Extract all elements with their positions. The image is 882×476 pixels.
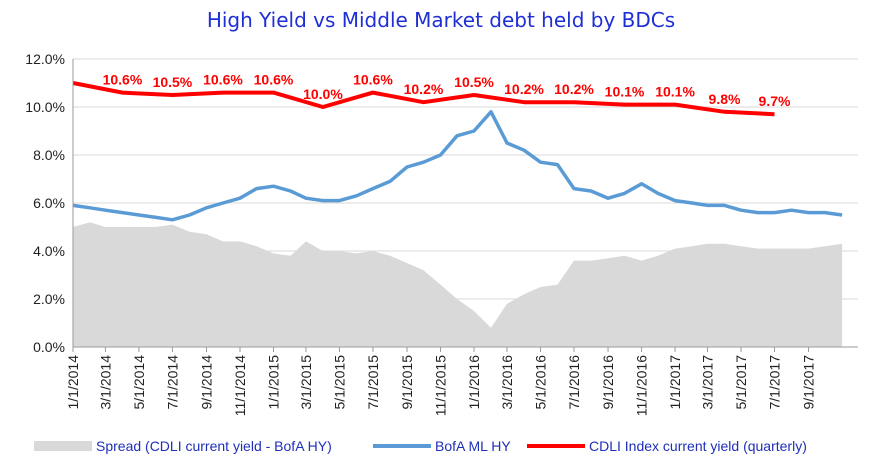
cdli-data-label: 10.6% xyxy=(254,72,294,88)
cdli-data-label: 10.5% xyxy=(153,74,193,90)
y-tick-label: 12.0% xyxy=(25,51,65,67)
data-labels: 10.6% 10.5% 10.6% 10.6% 10.0% 10.6% 10.2% 10.5%… xyxy=(103,72,791,110)
spread-area-series xyxy=(73,222,843,347)
x-tick-label: 1/1/2017 xyxy=(667,355,683,410)
x-tick-label: 3/1/2017 xyxy=(699,355,715,410)
y-tick-label: 4.0% xyxy=(33,243,65,259)
legend: Spread (CDLI current yield - BofA HY) Bof… xyxy=(34,438,807,454)
x-tick-label: 11/1/2016 xyxy=(634,355,650,416)
y-tick-label: 0.0% xyxy=(33,339,65,355)
legend-cdli-label: CDLI Index current yield (quarterly) xyxy=(589,438,807,454)
x-tick-label: 7/1/2014 xyxy=(164,355,180,410)
x-tick-label: 9/1/2014 xyxy=(198,355,214,410)
y-tick-label: 10.0% xyxy=(25,99,65,115)
cdli-yield-line xyxy=(72,81,775,117)
x-tick-label: 1/1/2016 xyxy=(466,355,482,410)
cdli-data-label: 10.1% xyxy=(605,84,645,100)
axes: 0.0% 2.0% 4.0% 6.0% 8.0% 10.0% 12.0% 1/1/2014 3/… xyxy=(25,51,858,416)
bofa-hy-line xyxy=(72,110,843,222)
legend-spread-swatch xyxy=(34,441,92,451)
x-tick-label: 7/1/2015 xyxy=(365,355,381,410)
cdli-data-label: 10.6% xyxy=(203,72,243,88)
x-tick-label: 5/1/2017 xyxy=(733,355,749,410)
x-tick-label: 5/1/2016 xyxy=(532,355,548,410)
cdli-data-label: 10.2% xyxy=(504,81,544,97)
x-tick-label: 3/1/2016 xyxy=(499,355,515,410)
x-tick-label: 7/1/2017 xyxy=(767,355,783,410)
y-tick-label: 8.0% xyxy=(33,147,65,163)
spread-area xyxy=(73,222,843,347)
x-tick-label: 1/1/2014 xyxy=(65,355,81,410)
line-series xyxy=(72,81,843,222)
cdli-data-label: 10.2% xyxy=(554,81,594,97)
x-tick-label: 9/1/2016 xyxy=(600,355,616,410)
x-tick-label: 9/1/2015 xyxy=(399,355,415,410)
x-tick-label: 9/1/2017 xyxy=(801,355,817,410)
cdli-data-label: 9.7% xyxy=(759,93,791,109)
cdli-data-label: 10.6% xyxy=(103,72,143,88)
cdli-data-label: 10.5% xyxy=(454,74,494,90)
x-tick-label: 11/1/2015 xyxy=(433,355,449,416)
x-tick-label: 5/1/2015 xyxy=(331,355,347,410)
chart-title: High Yield vs Middle Market debt held by… xyxy=(207,8,675,32)
y-tick-label: 6.0% xyxy=(33,195,65,211)
x-tick-label: 1/1/2015 xyxy=(266,355,282,410)
x-tick-label: 7/1/2016 xyxy=(566,355,582,410)
x-tick-label: 11/1/2014 xyxy=(232,355,248,416)
legend-bofa-hy-label: BofA ML HY xyxy=(435,438,511,454)
cdli-data-label: 10.1% xyxy=(655,84,695,100)
y-tick-label: 2.0% xyxy=(33,291,65,307)
legend-spread-label: Spread (CDLI current yield - BofA HY) xyxy=(96,438,332,454)
cdli-data-label: 10.6% xyxy=(353,72,393,88)
x-tick-label: 5/1/2014 xyxy=(131,355,147,410)
x-tick-label: 3/1/2015 xyxy=(298,355,314,410)
x-tick-label: 3/1/2014 xyxy=(97,355,113,410)
cdli-data-label: 9.8% xyxy=(709,91,741,107)
cdli-data-label: 10.0% xyxy=(303,86,343,102)
cdli-data-label: 10.2% xyxy=(404,81,444,97)
